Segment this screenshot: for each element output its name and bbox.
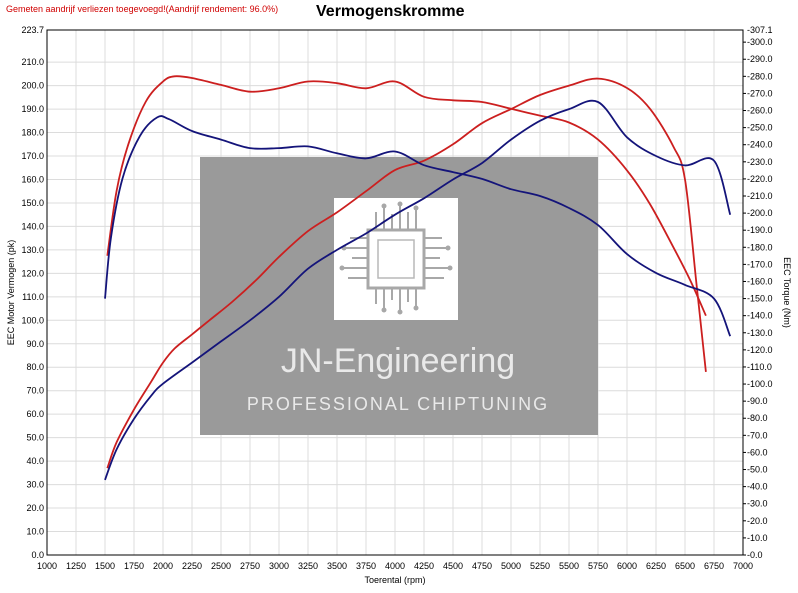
x-tick-label: 5250 — [530, 561, 550, 571]
x-axis-label: Toerental (rpm) — [364, 575, 425, 585]
watermark-tagline: PROFESSIONAL CHIPTUNING — [247, 394, 549, 414]
y-tick-label: 210.0 — [21, 57, 44, 67]
y2-tick-label: -40.0 — [747, 482, 768, 492]
circuit-chip-icon — [334, 198, 458, 320]
x-tick-label: 3250 — [298, 561, 318, 571]
y-tick-label: 200.0 — [21, 81, 44, 91]
y-tick-label: 40.0 — [26, 456, 44, 466]
x-tick-label: 5000 — [501, 561, 521, 571]
x-tick-label: 4000 — [385, 561, 405, 571]
y-tick-label: 180.0 — [21, 128, 44, 138]
y-tick-label: 20.0 — [26, 503, 44, 513]
red-torque-curve — [106, 75, 707, 317]
y2-tick-label: -110.0 — [747, 362, 772, 372]
y2-tick-label: -260.0 — [747, 106, 773, 116]
y2-tick-label: -60.0 — [747, 447, 768, 457]
x-tick-label: 3750 — [356, 561, 376, 571]
y2-tick-label: -140.0 — [747, 311, 773, 321]
red-power-curve — [106, 77, 707, 469]
y2-tick-label: -160.0 — [747, 276, 773, 286]
y-tick-label: 30.0 — [26, 480, 44, 490]
x-tick-label: 4500 — [443, 561, 463, 571]
plot-frame — [46, 29, 744, 556]
x-tick-label: 6500 — [675, 561, 695, 571]
y-tick-label: 160.0 — [21, 174, 44, 184]
y2-tick-label: -50.0 — [747, 465, 768, 475]
y2-tick-label: -220.0 — [747, 174, 773, 184]
y-tick-label: 150.0 — [21, 198, 44, 208]
x-tick-label: 4750 — [472, 561, 492, 571]
y2-tick-label: -150.0 — [747, 294, 773, 304]
y2-tick-label: -90.0 — [747, 396, 768, 406]
x-tick-label: 6250 — [646, 561, 666, 571]
x-tick-label: 2750 — [240, 561, 260, 571]
y-tick-label: 120.0 — [21, 268, 44, 278]
x-tick-label: 7000 — [733, 561, 753, 571]
y2-top-label: -307.1 — [747, 25, 773, 35]
y2-tick-label: -170.0 — [747, 259, 773, 269]
y2-tick-label: -190.0 — [747, 225, 773, 235]
x-tick-label: 2500 — [211, 561, 231, 571]
x-tick-label: 1500 — [95, 561, 115, 571]
y-tick-label: 100.0 — [21, 315, 44, 325]
y-tick-label: 140.0 — [21, 221, 44, 231]
y2-tick-label: -20.0 — [747, 516, 768, 526]
x-tick-label: 2000 — [153, 561, 173, 571]
y-tick-label: 170.0 — [21, 151, 44, 161]
y2-tick-label: -10.0 — [747, 533, 768, 543]
drivetrain-loss-note: Gemeten aandrijf verliezen toegevoegd!(A… — [6, 4, 279, 14]
watermark-brand: JN-Engineering — [281, 342, 515, 380]
y-tick-label: 110.0 — [22, 292, 44, 302]
y-top-label: 223.7 — [21, 25, 44, 35]
x-tick-label: 6000 — [617, 561, 637, 571]
y2-tick-label: -30.0 — [747, 499, 768, 509]
x-tick-label: 3500 — [327, 561, 347, 571]
x-tick-label: 1250 — [66, 561, 86, 571]
y-axis-label: EEC Motor Vermogen (pk) — [6, 240, 16, 346]
y-tick-label: 60.0 — [26, 409, 44, 419]
x-tick-label: 5750 — [588, 561, 608, 571]
y2-tick-label: -80.0 — [747, 413, 768, 423]
series-layer — [104, 75, 732, 481]
y2-tick-label: -250.0 — [747, 123, 773, 133]
y-tick-label: 70.0 — [26, 386, 44, 396]
y-tick-label: 130.0 — [21, 245, 44, 255]
y-tick-label: 90.0 — [26, 339, 44, 349]
y-tick-label: 50.0 — [26, 433, 44, 443]
x-tick-label: 6750 — [704, 561, 724, 571]
y-tick-label: 190.0 — [21, 104, 44, 114]
blue-torque-curve — [104, 115, 732, 337]
y2-tick-label: -180.0 — [747, 242, 773, 252]
y-tick-label: 0.0 — [31, 550, 44, 560]
y2-tick-label: -230.0 — [747, 157, 773, 167]
blue-power-curve — [104, 99, 732, 481]
y2-tick-label: -200.0 — [747, 208, 773, 218]
x-tick-label: 1750 — [124, 561, 144, 571]
x-tick-label: 5500 — [559, 561, 579, 571]
x-tick-label: 4250 — [414, 561, 434, 571]
y2-tick-label: -120.0 — [747, 345, 773, 355]
x-tick-label: 2250 — [182, 561, 202, 571]
axes: 1000 1250 1500 1750 2000 2250 2500 2750 3000 3250… — [6, 25, 792, 585]
y2-tick-label: -270.0 — [747, 88, 773, 98]
y2-tick-label: -300.0 — [747, 37, 773, 47]
y2-tick-label: -70.0 — [747, 430, 768, 440]
y2-tick-label: -210.0 — [747, 191, 773, 201]
y2-tick-label: -0.0 — [747, 550, 763, 560]
x-tick-label: 3000 — [269, 561, 289, 571]
y2-tick-label: -130.0 — [747, 328, 773, 338]
y2-tick-label: -290.0 — [747, 54, 773, 64]
chart-title: Vermogenskromme — [316, 3, 465, 20]
y2-tick-label: -280.0 — [747, 71, 773, 81]
x-tick-label: 1000 — [37, 561, 57, 571]
y2-axis-label: EEC Torque (Nm) — [782, 257, 792, 328]
y-tick-label: 80.0 — [26, 362, 44, 372]
y2-tick-label: -100.0 — [747, 379, 773, 389]
watermark: JN-Engineering PROFESSIONAL CHIPTUNING — [200, 157, 598, 435]
y2-tick-label: -240.0 — [747, 140, 773, 150]
y-tick-label: 10.0 — [26, 527, 44, 537]
